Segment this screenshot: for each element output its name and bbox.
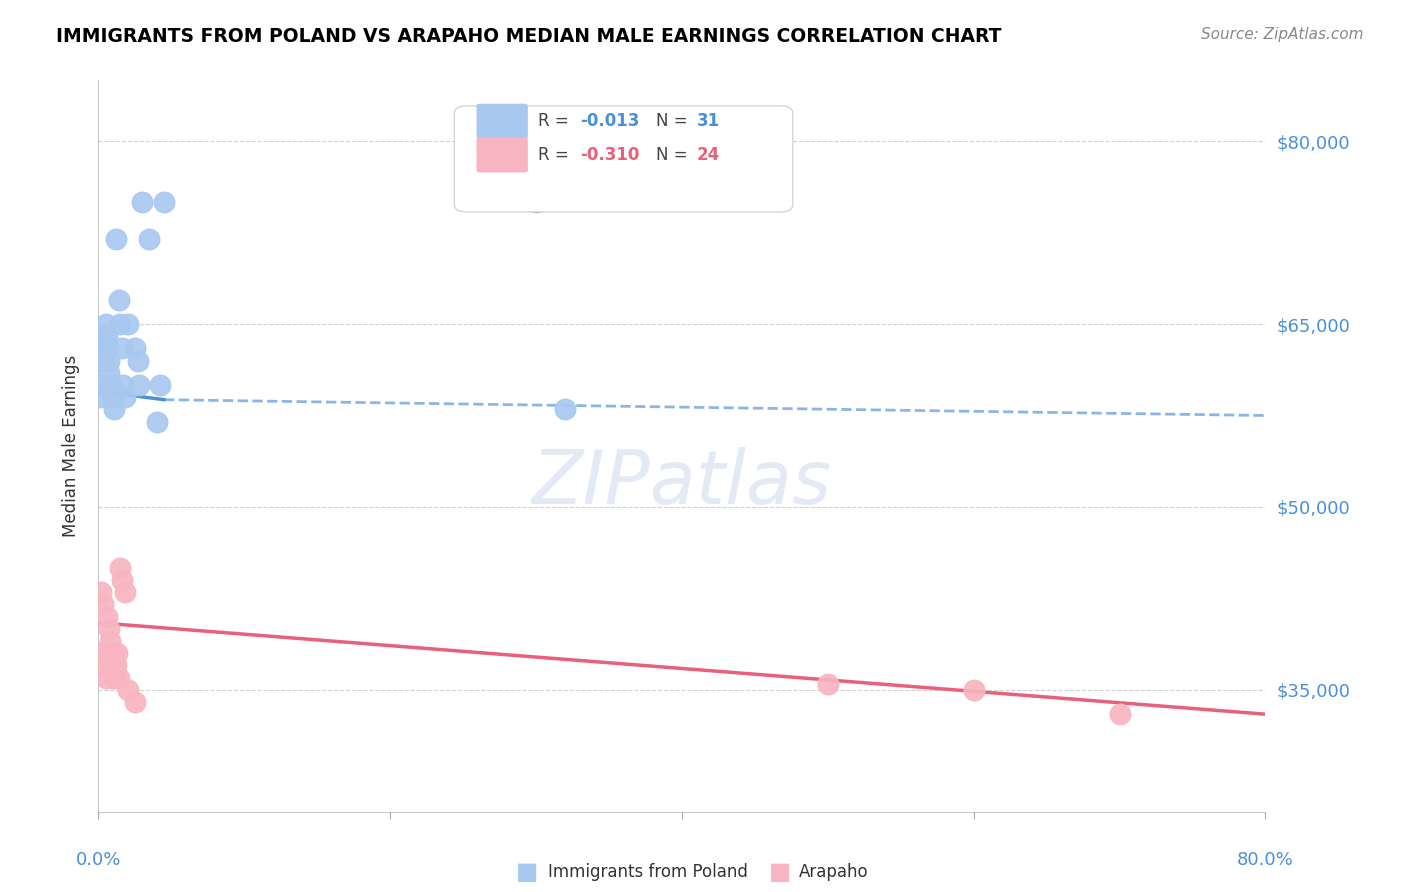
Point bbox=[89, 646, 111, 660]
Point bbox=[89, 658, 111, 673]
Y-axis label: Median Male Earnings: Median Male Earnings bbox=[62, 355, 80, 537]
FancyBboxPatch shape bbox=[454, 106, 793, 212]
Point bbox=[98, 378, 121, 392]
Point bbox=[97, 622, 120, 636]
Text: N =: N = bbox=[657, 146, 693, 164]
Point bbox=[114, 585, 136, 599]
Text: -0.013: -0.013 bbox=[581, 112, 640, 130]
Point bbox=[138, 232, 160, 246]
FancyBboxPatch shape bbox=[477, 137, 527, 172]
Point bbox=[146, 415, 169, 429]
Point bbox=[108, 293, 131, 307]
Text: 24: 24 bbox=[697, 146, 720, 164]
Point bbox=[91, 598, 114, 612]
Point bbox=[94, 329, 117, 343]
Point bbox=[90, 585, 112, 599]
Point bbox=[105, 646, 128, 660]
Point bbox=[1108, 707, 1130, 722]
Point bbox=[131, 195, 153, 210]
Point bbox=[101, 390, 124, 404]
Point bbox=[111, 342, 134, 356]
Point bbox=[100, 378, 122, 392]
Point bbox=[127, 353, 149, 368]
Point bbox=[153, 195, 176, 210]
Point bbox=[101, 646, 124, 660]
Text: Source: ZipAtlas.com: Source: ZipAtlas.com bbox=[1201, 27, 1364, 42]
Point bbox=[101, 658, 124, 673]
Point bbox=[110, 561, 132, 575]
Text: Immigrants from Poland: Immigrants from Poland bbox=[548, 863, 748, 881]
Point bbox=[110, 317, 132, 331]
Point bbox=[124, 695, 146, 709]
Point bbox=[93, 353, 115, 368]
Point bbox=[117, 317, 139, 331]
Point bbox=[114, 390, 136, 404]
Text: IMMIGRANTS FROM POLAND VS ARAPAHO MEDIAN MALE EARNINGS CORRELATION CHART: IMMIGRANTS FROM POLAND VS ARAPAHO MEDIAN… bbox=[56, 27, 1001, 45]
Point bbox=[89, 390, 111, 404]
Point bbox=[128, 378, 150, 392]
Text: 31: 31 bbox=[697, 112, 720, 130]
Point bbox=[96, 609, 118, 624]
Text: ■: ■ bbox=[769, 861, 792, 884]
Point bbox=[100, 646, 122, 660]
Text: -0.310: -0.310 bbox=[581, 146, 640, 164]
Text: ■: ■ bbox=[516, 861, 538, 884]
Point bbox=[94, 671, 117, 685]
Point bbox=[94, 317, 117, 331]
Point bbox=[93, 646, 115, 660]
Point bbox=[524, 195, 547, 210]
Point bbox=[112, 378, 135, 392]
Point bbox=[103, 671, 125, 685]
Point bbox=[554, 402, 576, 417]
Point bbox=[817, 676, 839, 690]
Point bbox=[104, 658, 127, 673]
Point bbox=[149, 378, 172, 392]
Point bbox=[103, 402, 125, 417]
Text: 80.0%: 80.0% bbox=[1237, 851, 1294, 869]
Point bbox=[97, 353, 120, 368]
Text: Arapaho: Arapaho bbox=[799, 863, 869, 881]
Point bbox=[98, 634, 121, 648]
Point bbox=[96, 329, 118, 343]
Text: ZIPatlas: ZIPatlas bbox=[531, 447, 832, 518]
Text: 0.0%: 0.0% bbox=[76, 851, 121, 869]
Point bbox=[96, 342, 118, 356]
Text: R =: R = bbox=[538, 146, 575, 164]
Point bbox=[91, 378, 114, 392]
Point bbox=[93, 342, 115, 356]
Point bbox=[97, 366, 120, 380]
Point bbox=[117, 682, 139, 697]
Point bbox=[111, 573, 134, 587]
Point bbox=[124, 342, 146, 356]
Text: N =: N = bbox=[657, 112, 693, 130]
Point bbox=[104, 232, 127, 246]
Point bbox=[108, 671, 131, 685]
Text: R =: R = bbox=[538, 112, 575, 130]
Point bbox=[962, 682, 984, 697]
FancyBboxPatch shape bbox=[477, 103, 527, 139]
